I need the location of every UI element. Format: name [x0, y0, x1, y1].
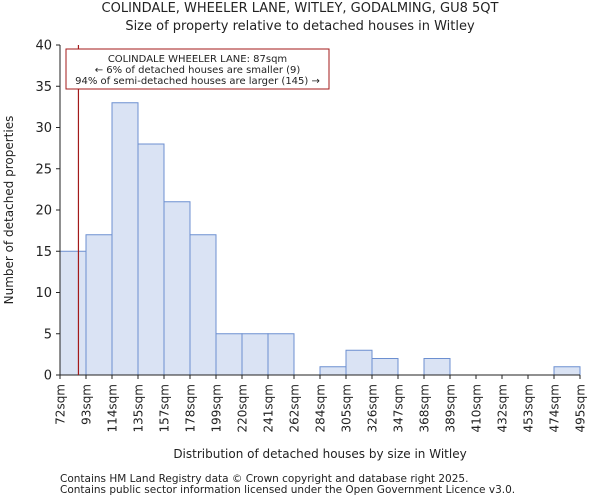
x-tick-label: 368sqm: [418, 384, 432, 432]
annotation-line-1: COLINDALE WHEELER LANE: 87sqm: [108, 54, 287, 65]
bar: [319, 366, 347, 376]
bar: [189, 234, 217, 376]
x-tick-label: 495sqm: [574, 384, 588, 432]
footer-line-1: Contains HM Land Registry data © Crown c…: [60, 473, 469, 485]
annotation-line-2: ← 6% of detached houses are smaller (9): [95, 65, 301, 76]
chart-title: COLINDALE, WHEELER LANE, WITLEY, GODALMI…: [101, 1, 499, 16]
x-axis-label: Distribution of detached houses by size …: [173, 447, 466, 461]
x-tick-label: 220sqm: [236, 384, 250, 432]
x-tick-label: 347sqm: [392, 384, 406, 432]
bar: [85, 234, 113, 376]
x-tick-label: 305sqm: [340, 384, 354, 432]
y-tick-label: 0: [44, 369, 52, 384]
footer-line-2: Contains public sector information licen…: [60, 484, 516, 496]
x-tick-label: 241sqm: [262, 384, 276, 432]
x-tick-label: 199sqm: [210, 384, 224, 432]
x-tick-label: 474sqm: [548, 384, 562, 432]
bar: [423, 358, 451, 376]
y-tick-label: 40: [35, 39, 52, 54]
x-tick-label: 453sqm: [522, 384, 536, 432]
y-tick-label: 35: [35, 80, 52, 95]
y-tick-label: 10: [35, 286, 52, 301]
x-tick-label: 114sqm: [106, 384, 120, 432]
y-tick-label: 30: [35, 121, 52, 136]
y-tick-label: 20: [35, 204, 52, 219]
y-tick-label: 25: [35, 162, 52, 177]
bar: [215, 333, 243, 376]
x-tick-label: 284sqm: [314, 384, 328, 432]
x-tick-label: 178sqm: [184, 384, 198, 432]
bar: [345, 349, 373, 376]
x-tick-label: 72sqm: [54, 384, 68, 425]
annotation-line-3: 94% of semi-detached houses are larger (…: [75, 76, 320, 87]
annotation-box: [65, 48, 330, 90]
bar: [111, 102, 139, 376]
x-tick-label: 93sqm: [80, 384, 94, 425]
x-tick-label: 157sqm: [158, 384, 172, 432]
chart-subtitle: Size of property relative to detached ho…: [125, 19, 475, 34]
x-tick-label: 389sqm: [444, 384, 458, 432]
bar: [241, 333, 269, 376]
bar: [553, 366, 581, 376]
y-axis-label: Number of detached properties: [2, 116, 16, 305]
bar: [137, 143, 165, 376]
y-tick-label: 15: [35, 245, 52, 260]
bar: [59, 250, 87, 376]
x-tick-label: 410sqm: [470, 384, 484, 432]
bar: [371, 358, 399, 376]
x-tick-label: 432sqm: [496, 384, 510, 432]
x-tick-label: 262sqm: [288, 384, 302, 432]
bar: [267, 333, 295, 376]
x-tick-label: 326sqm: [366, 384, 380, 432]
x-tick-label: 135sqm: [132, 384, 146, 432]
bar: [163, 201, 191, 376]
y-tick-label: 5: [44, 327, 52, 342]
